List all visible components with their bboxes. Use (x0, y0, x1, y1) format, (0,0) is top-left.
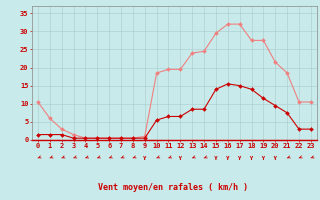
Text: Vent moyen/en rafales ( km/h ): Vent moyen/en rafales ( km/h ) (98, 183, 248, 192)
